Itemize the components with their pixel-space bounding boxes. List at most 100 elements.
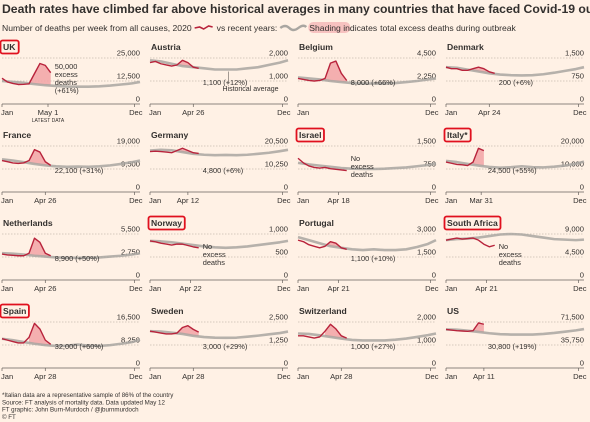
x-tick-label: Jan xyxy=(1,372,13,381)
footnote: *Italian data are a representative sampl… xyxy=(2,392,174,399)
x-tick-label: Jan xyxy=(297,372,309,381)
y-tick-label: 9,000 xyxy=(565,225,584,234)
x-tick-label: Jan xyxy=(297,196,309,205)
x-tick-label: Apr 26 xyxy=(182,108,204,117)
x-tick-label: Dec xyxy=(425,372,439,381)
y-tick-label: 35,750 xyxy=(561,336,584,345)
line-2020 xyxy=(298,323,347,339)
y-tick-label: 16,500 xyxy=(117,313,140,322)
y-tick-label: 2,750 xyxy=(121,248,140,257)
x-tick-label: Dec xyxy=(129,108,143,117)
panel: France 0 9,500 19,000 Jan Apr 26 Dec 22,100 (+3… xyxy=(1,130,143,205)
annotation: 200 (+6%) xyxy=(499,78,533,87)
average-line xyxy=(297,235,437,252)
x-tick-label: Jan xyxy=(445,196,457,205)
annotation: 4,800 (+6%) xyxy=(203,166,243,175)
average-line xyxy=(149,59,289,71)
panel-title: France xyxy=(3,130,31,140)
subtitle-text: vs recent years: xyxy=(217,23,278,33)
x-tick-label: Apr 12 xyxy=(177,196,199,205)
panel-title: Denmark xyxy=(447,42,484,52)
x-tick-label: Dec xyxy=(129,372,143,381)
annotation: 8,900 (+50%) xyxy=(55,254,100,263)
average-line xyxy=(1,79,141,89)
annotation: 1,100 (+12%) xyxy=(203,78,248,87)
y-tick-label: 19,000 xyxy=(117,137,140,146)
panel-title: Israel xyxy=(299,130,321,140)
highlight-box xyxy=(295,127,325,143)
x-tick-label: Dec xyxy=(425,196,439,205)
panel: Germany 0 10,250 20,500 Jan Apr 12 Dec 4,800 (+… xyxy=(149,130,291,205)
x-tick-label: Apr 18 xyxy=(327,196,349,205)
panel: Denmark 0 750 1,500 Jan Apr 24 Dec 200 (+6%) xyxy=(445,42,587,117)
panel-title: US xyxy=(447,306,459,316)
x-tick-label: Apr 26 xyxy=(34,284,56,293)
y-tick-label: 3,000 xyxy=(417,225,436,234)
x-tick-label: Apr 24 xyxy=(478,108,500,117)
line-2020 xyxy=(445,322,485,333)
excess-shading xyxy=(473,322,484,333)
y-tick-label: 4,500 xyxy=(417,49,436,58)
average-line xyxy=(149,329,289,340)
footnote: Source: FT analysis of mortality data. D… xyxy=(2,399,165,406)
annotation: excess xyxy=(55,70,78,79)
line-2020 xyxy=(445,237,495,248)
panel-title: Norway xyxy=(151,218,182,228)
y-tick-label: 0 xyxy=(580,95,584,104)
annotation: 1,000 (+27%) xyxy=(351,342,396,351)
x-tick-label: Jan xyxy=(297,284,309,293)
average-line xyxy=(1,337,141,348)
subtitle-text: total excess deaths during outbreak xyxy=(380,23,516,33)
highlight-box xyxy=(0,39,20,55)
annotation: 1,100 (+10%) xyxy=(351,254,396,263)
x-tick-label: Dec xyxy=(573,372,587,381)
panel-title: Netherlands xyxy=(3,218,53,228)
x-tick-label: Dec xyxy=(573,196,587,205)
panel: South Africa 0 4,500 9,000 Jan Apr 21 Dec Noexc… xyxy=(443,215,587,293)
x-tick-label: Dec xyxy=(129,196,143,205)
annotation: deaths xyxy=(351,170,373,179)
line-2020 xyxy=(1,322,52,345)
y-tick-label: 5,500 xyxy=(121,225,140,234)
panel-title: Italy* xyxy=(447,130,468,140)
excess-shading xyxy=(29,323,51,346)
panel-title: Spain xyxy=(3,306,26,316)
y-tick-label: 2,000 xyxy=(417,313,436,322)
x-tick-label: Jan xyxy=(445,372,457,381)
excess-shading xyxy=(29,238,51,257)
x-tick-label: Apr 26 xyxy=(34,196,56,205)
annotation: 22,100 (+31%) xyxy=(55,166,104,175)
y-tick-label: 500 xyxy=(275,248,288,257)
panel-title: UK xyxy=(3,42,16,52)
y-tick-label: 750 xyxy=(571,72,584,81)
footnote: © FT xyxy=(2,414,16,421)
x-tick-label: May 1 xyxy=(38,108,59,117)
annotation: 32,000 (+60%) xyxy=(55,342,104,351)
x-tick-label: Mar 31 xyxy=(469,196,493,205)
annotation: deaths xyxy=(55,78,77,87)
y-tick-label: 0 xyxy=(284,359,288,368)
y-tick-label: 0 xyxy=(432,271,436,280)
panel: Austria 0 1,000 2,000 Jan Apr 26 Dec 1,100 (+12… xyxy=(149,42,291,117)
y-tick-label: 20,500 xyxy=(265,137,288,146)
y-tick-label: 1,000 xyxy=(269,72,288,81)
y-tick-label: 0 xyxy=(432,95,436,104)
x-tick-label: Jan xyxy=(445,108,457,117)
y-tick-label: 20,000 xyxy=(561,137,584,146)
x-tick-label: Apr 22 xyxy=(179,284,201,293)
panel-title: Belgium xyxy=(299,42,333,52)
panel: Spain 0 8,250 16,500 Jan Apr 28 Dec 32,000 (+60… xyxy=(0,303,143,381)
line-2020 xyxy=(149,240,199,249)
annotation: excess xyxy=(351,162,374,171)
y-tick-label: 8,250 xyxy=(121,336,140,345)
y-tick-label: 4,500 xyxy=(565,248,584,257)
y-tick-label: 12,500 xyxy=(117,72,140,81)
panel: Switzerland 0 1,000 2,000 Jan Apr 28 Dec 1,000 … xyxy=(297,306,439,381)
average-line xyxy=(297,161,437,171)
y-tick-label: 1,500 xyxy=(417,137,436,146)
panel: Sweden 0 1,250 2,500 Jan Apr 28 Dec 3,000 (+29%… xyxy=(149,306,291,381)
